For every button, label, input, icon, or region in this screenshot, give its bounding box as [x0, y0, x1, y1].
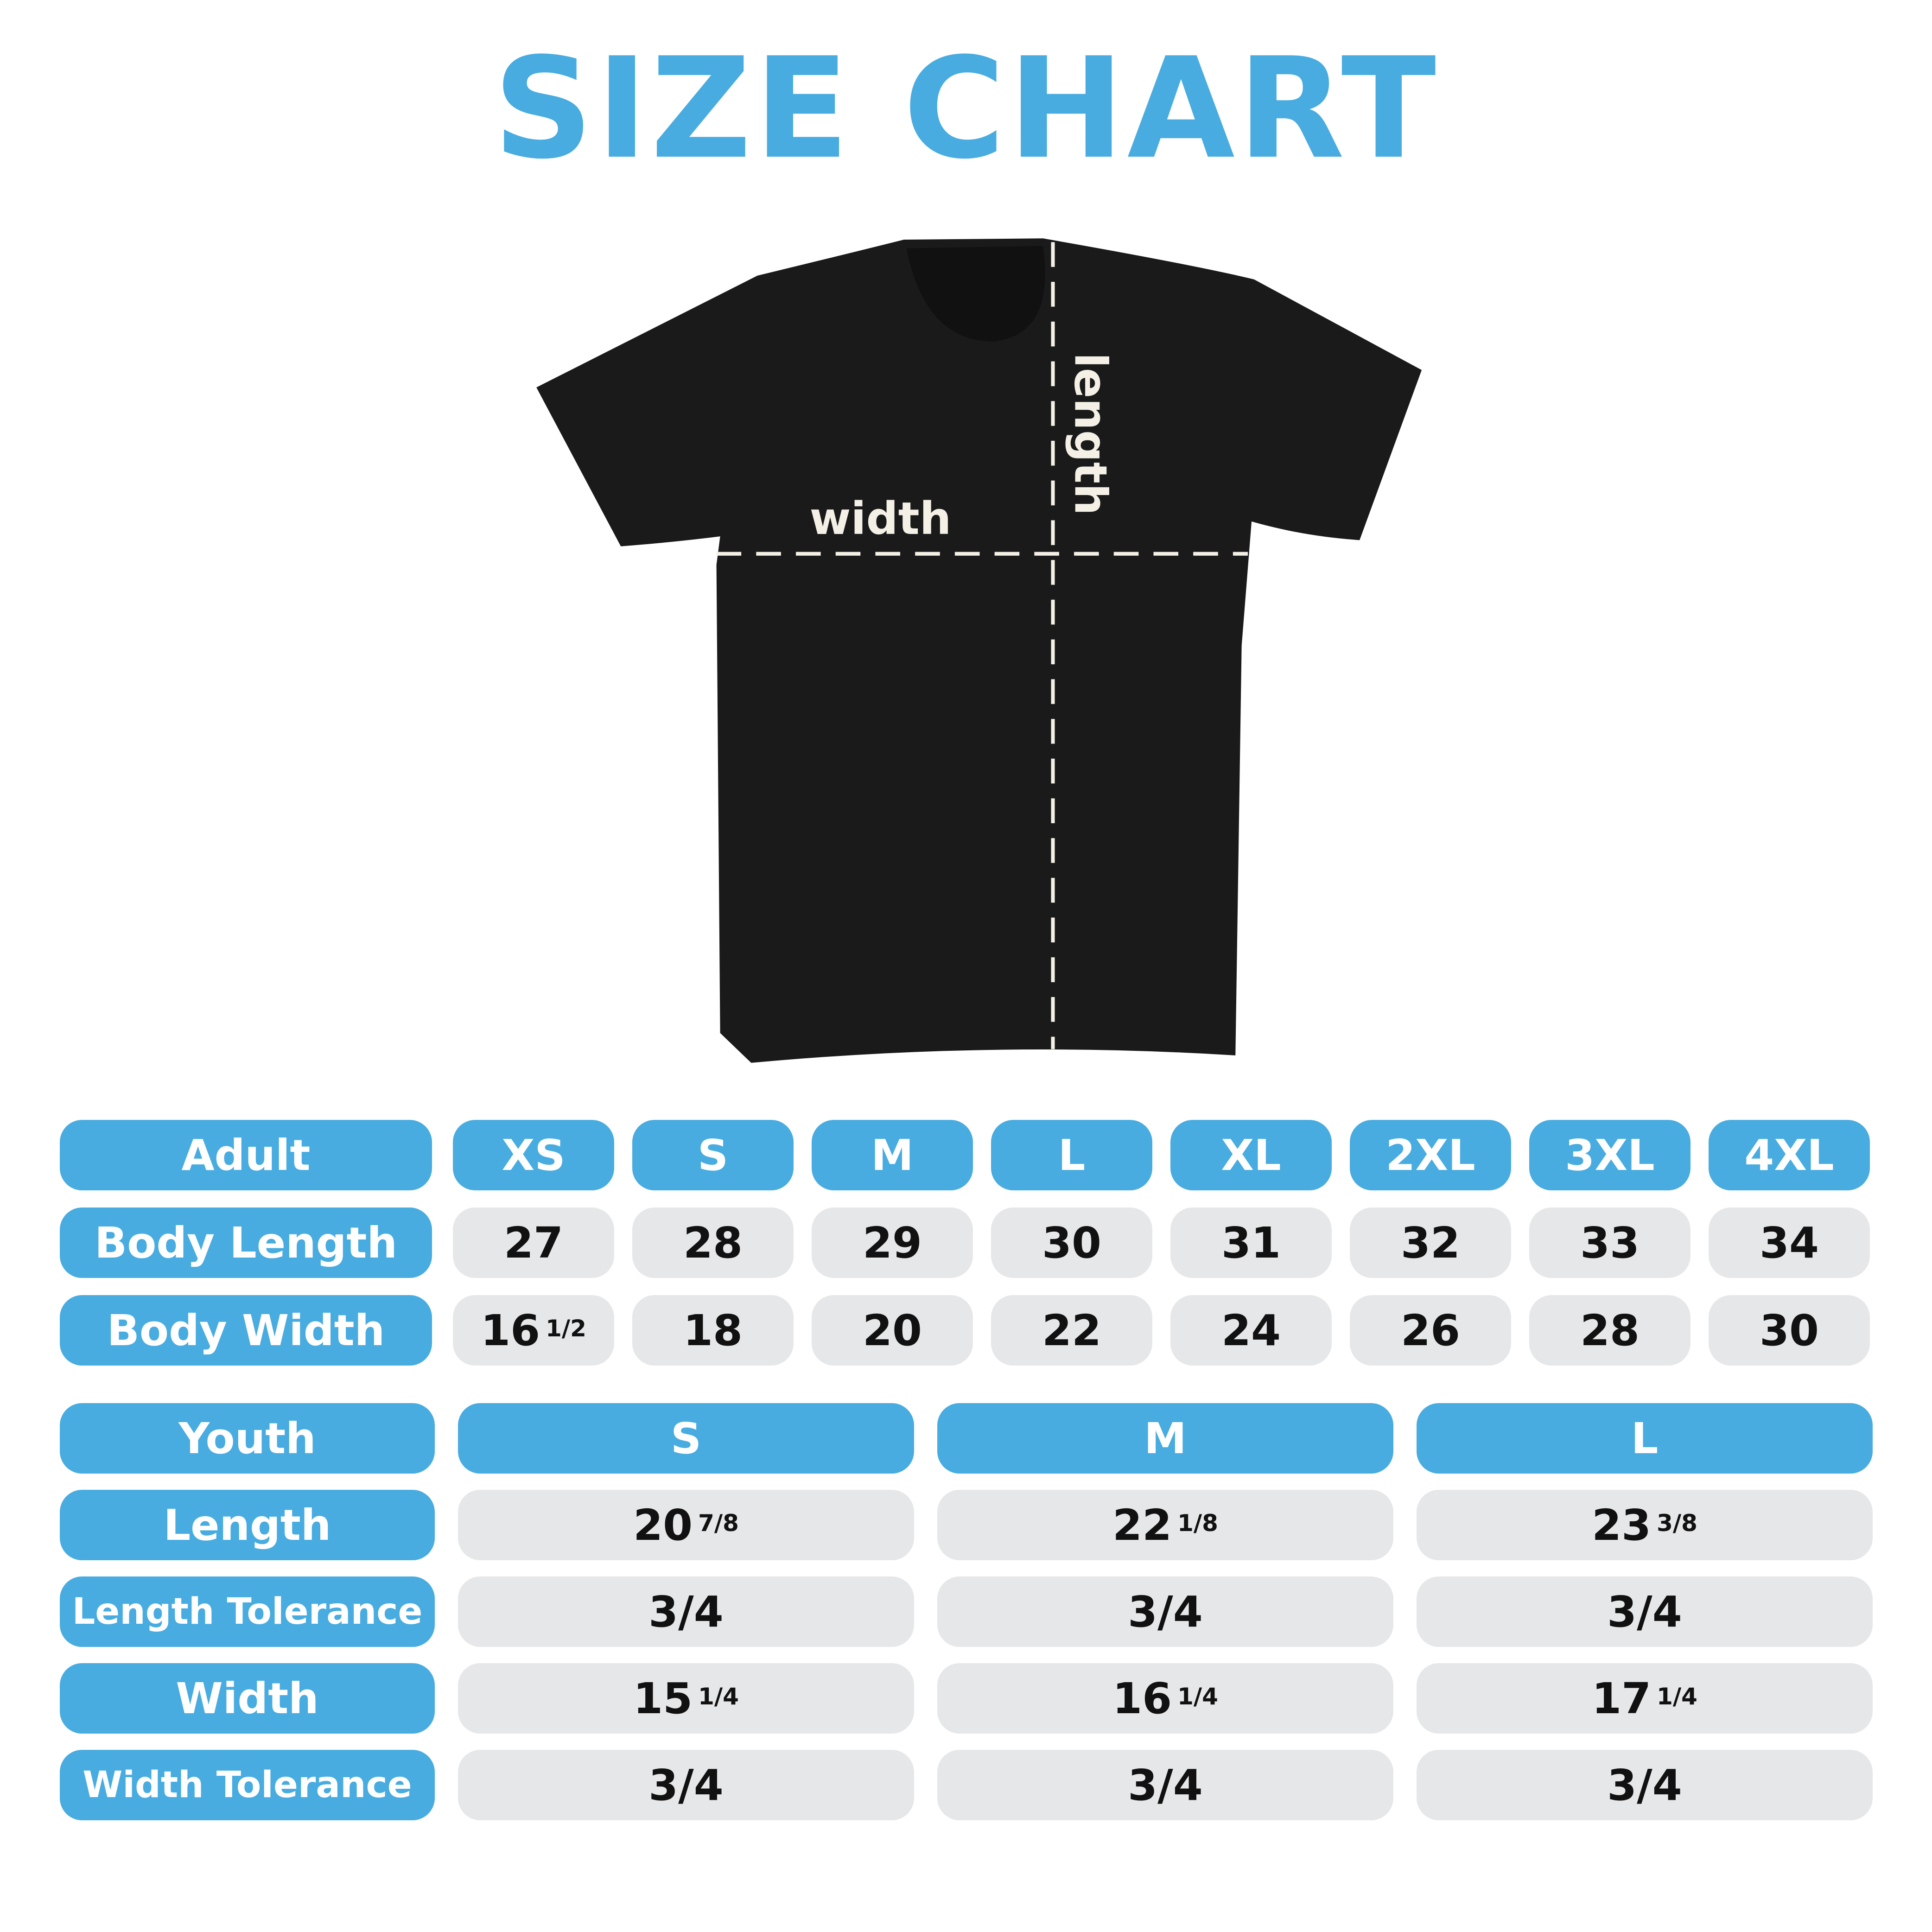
row-label: Body Length	[60, 1208, 432, 1278]
adult-size-header: S	[632, 1120, 794, 1190]
value-whole: 17	[1592, 1673, 1652, 1723]
value-cell: 20 7/8	[458, 1490, 914, 1560]
row-label: Length Tolerance	[60, 1576, 435, 1647]
value-cell: 16 1/2	[453, 1295, 614, 1366]
value-whole: 3/4	[1607, 1760, 1682, 1810]
youth-size-header: M	[937, 1403, 1393, 1474]
value-whole: 34	[1759, 1218, 1819, 1268]
value-fraction: 3/8	[1657, 1510, 1697, 1537]
adult-size-header: M	[812, 1120, 973, 1190]
value-whole: 15	[633, 1673, 693, 1723]
value-cell: 27	[453, 1208, 614, 1278]
value-cell: 26	[1350, 1295, 1511, 1366]
value-cell: 24	[1170, 1295, 1332, 1366]
adult-size-header: XS	[453, 1120, 614, 1190]
adult-size-header: 3XL	[1529, 1120, 1690, 1190]
row-label: Width Tolerance	[60, 1750, 435, 1820]
value-cell: 31	[1170, 1208, 1332, 1278]
value-whole: 23	[1592, 1500, 1652, 1550]
value-whole: 22	[1042, 1305, 1102, 1355]
row-label: Width	[60, 1663, 435, 1734]
youth-size-header: S	[458, 1403, 914, 1474]
length-label: length	[1065, 353, 1117, 515]
width-label: width	[809, 492, 951, 545]
value-cell: 3/4	[937, 1750, 1393, 1820]
value-cell: 33	[1529, 1208, 1690, 1278]
value-whole: 22	[1112, 1500, 1172, 1550]
row-label: Length	[60, 1490, 435, 1560]
value-fraction: 1/4	[698, 1683, 739, 1710]
value-whole: 20	[633, 1500, 693, 1550]
value-fraction: 1/2	[546, 1315, 586, 1342]
value-whole: 3/4	[648, 1760, 724, 1810]
value-cell: 30	[1709, 1295, 1870, 1366]
youth-size-table: Youth S M L Length 20 7/8 22 1/8 23 3/8 Length Tole…	[60, 1403, 1873, 1820]
value-whole: 27	[503, 1218, 564, 1268]
value-whole: 30	[1042, 1218, 1102, 1268]
adult-header-label: Adult	[60, 1120, 432, 1190]
value-whole: 16	[481, 1305, 540, 1355]
page-title: SIZE CHART	[493, 28, 1439, 190]
value-whole: 26	[1400, 1305, 1461, 1355]
youth-header-label: Youth	[60, 1403, 435, 1474]
value-cell: 15 1/4	[458, 1663, 914, 1734]
value-cell: 32	[1350, 1208, 1511, 1278]
adult-size-header: XL	[1170, 1120, 1332, 1190]
value-cell: 34	[1709, 1208, 1870, 1278]
value-whole: 32	[1400, 1218, 1461, 1268]
value-cell: 23 3/8	[1417, 1490, 1873, 1560]
value-cell: 16 1/4	[937, 1663, 1393, 1734]
value-cell: 3/4	[1417, 1576, 1873, 1647]
value-cell: 28	[632, 1208, 794, 1278]
tshirt-collar	[906, 246, 1045, 342]
youth-size-header: L	[1417, 1403, 1873, 1474]
adult-size-table: Adult XS S M L XL 2XL 3XL 4XL Body Length 27 28 29 30…	[60, 1120, 1873, 1366]
value-whole: 3/4	[648, 1587, 724, 1637]
value-cell: 3/4	[1417, 1750, 1873, 1820]
value-whole: 3/4	[1128, 1587, 1203, 1637]
value-cell: 20	[812, 1295, 973, 1366]
value-cell: 29	[812, 1208, 973, 1278]
value-cell: 22	[991, 1295, 1152, 1366]
row-label: Body Width	[60, 1295, 432, 1366]
value-whole: 31	[1221, 1218, 1281, 1268]
value-whole: 29	[862, 1218, 922, 1268]
adult-size-header: L	[991, 1120, 1152, 1190]
value-fraction: 1/4	[1657, 1683, 1697, 1710]
value-whole: 33	[1580, 1218, 1640, 1268]
value-cell: 28	[1529, 1295, 1690, 1366]
value-whole: 28	[1580, 1305, 1640, 1355]
value-whole: 16	[1112, 1673, 1172, 1723]
adult-size-header: 4XL	[1709, 1120, 1870, 1190]
value-whole: 20	[862, 1305, 922, 1355]
adult-size-header: 2XL	[1350, 1120, 1511, 1190]
value-whole: 24	[1221, 1305, 1281, 1355]
value-cell: 30	[991, 1208, 1152, 1278]
value-whole: 3/4	[1128, 1760, 1203, 1810]
tshirt-body	[536, 238, 1422, 1063]
value-cell: 18	[632, 1295, 794, 1366]
value-cell: 3/4	[458, 1576, 914, 1647]
value-cell: 3/4	[937, 1576, 1393, 1647]
value-whole: 3/4	[1607, 1587, 1682, 1637]
value-fraction: 1/8	[1177, 1510, 1218, 1537]
value-cell: 3/4	[458, 1750, 914, 1820]
value-whole: 18	[683, 1305, 743, 1355]
value-fraction: 7/8	[698, 1510, 739, 1537]
value-fraction: 1/4	[1177, 1683, 1218, 1710]
value-whole: 28	[683, 1218, 743, 1268]
value-cell: 22 1/8	[937, 1490, 1393, 1560]
value-cell: 17 1/4	[1417, 1663, 1873, 1734]
value-whole: 30	[1759, 1305, 1819, 1355]
